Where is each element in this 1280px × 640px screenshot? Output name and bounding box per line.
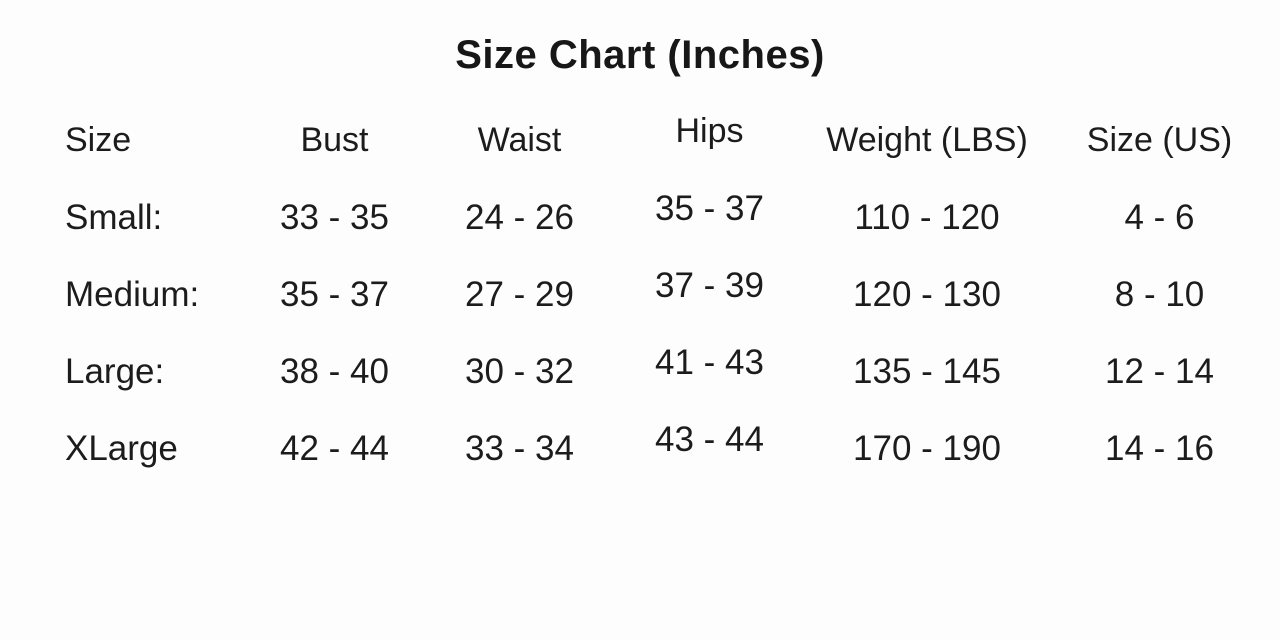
table-cell: 12 - 14 <box>1105 351 1214 391</box>
size-chart-table: Size Bust Waist Hips Weight (LBS) Size (… <box>62 102 1267 487</box>
table-cell: 30 - 32 <box>465 351 574 391</box>
header-cell-hips: Hips <box>675 112 744 150</box>
table-cell: 33 - 34 <box>465 428 574 468</box>
table-cell: 33 - 35 <box>280 197 389 237</box>
table-cell: 35 - 37 <box>655 188 764 228</box>
table-cell: 37 - 39 <box>655 265 764 305</box>
table-cell: 43 - 44 <box>655 419 764 459</box>
row-label: Small: <box>65 197 163 237</box>
table-cell: 135 - 145 <box>853 351 1001 391</box>
table-cell: 42 - 44 <box>280 428 389 468</box>
header-cell-waist: Waist <box>477 121 562 159</box>
header-cell-size: Size <box>65 121 132 159</box>
table-cell: 38 - 40 <box>280 351 389 391</box>
table-cell: 41 - 43 <box>655 342 764 382</box>
table-cell: 170 - 190 <box>853 428 1001 468</box>
table-cell: 120 - 130 <box>853 274 1001 314</box>
header-cell-weight: Weight (LBS) <box>826 121 1028 159</box>
header-cell-size-us: Size (US) <box>1086 121 1233 159</box>
table-cell: 4 - 6 <box>1124 197 1195 237</box>
row-label: XLarge <box>65 428 178 468</box>
row-label: Large: <box>65 351 165 391</box>
header-cell-bust: Bust <box>300 121 369 159</box>
table-cell: 27 - 29 <box>465 274 574 314</box>
table-cell: 14 - 16 <box>1105 428 1214 468</box>
page-title: Size Chart (Inches) <box>455 33 825 77</box>
table-cell: 8 - 10 <box>1114 274 1205 314</box>
row-label: Medium: <box>65 274 200 314</box>
table-cell: 35 - 37 <box>280 274 389 314</box>
table-cell: 24 - 26 <box>465 197 574 237</box>
table-cell: 110 - 120 <box>854 197 1000 237</box>
